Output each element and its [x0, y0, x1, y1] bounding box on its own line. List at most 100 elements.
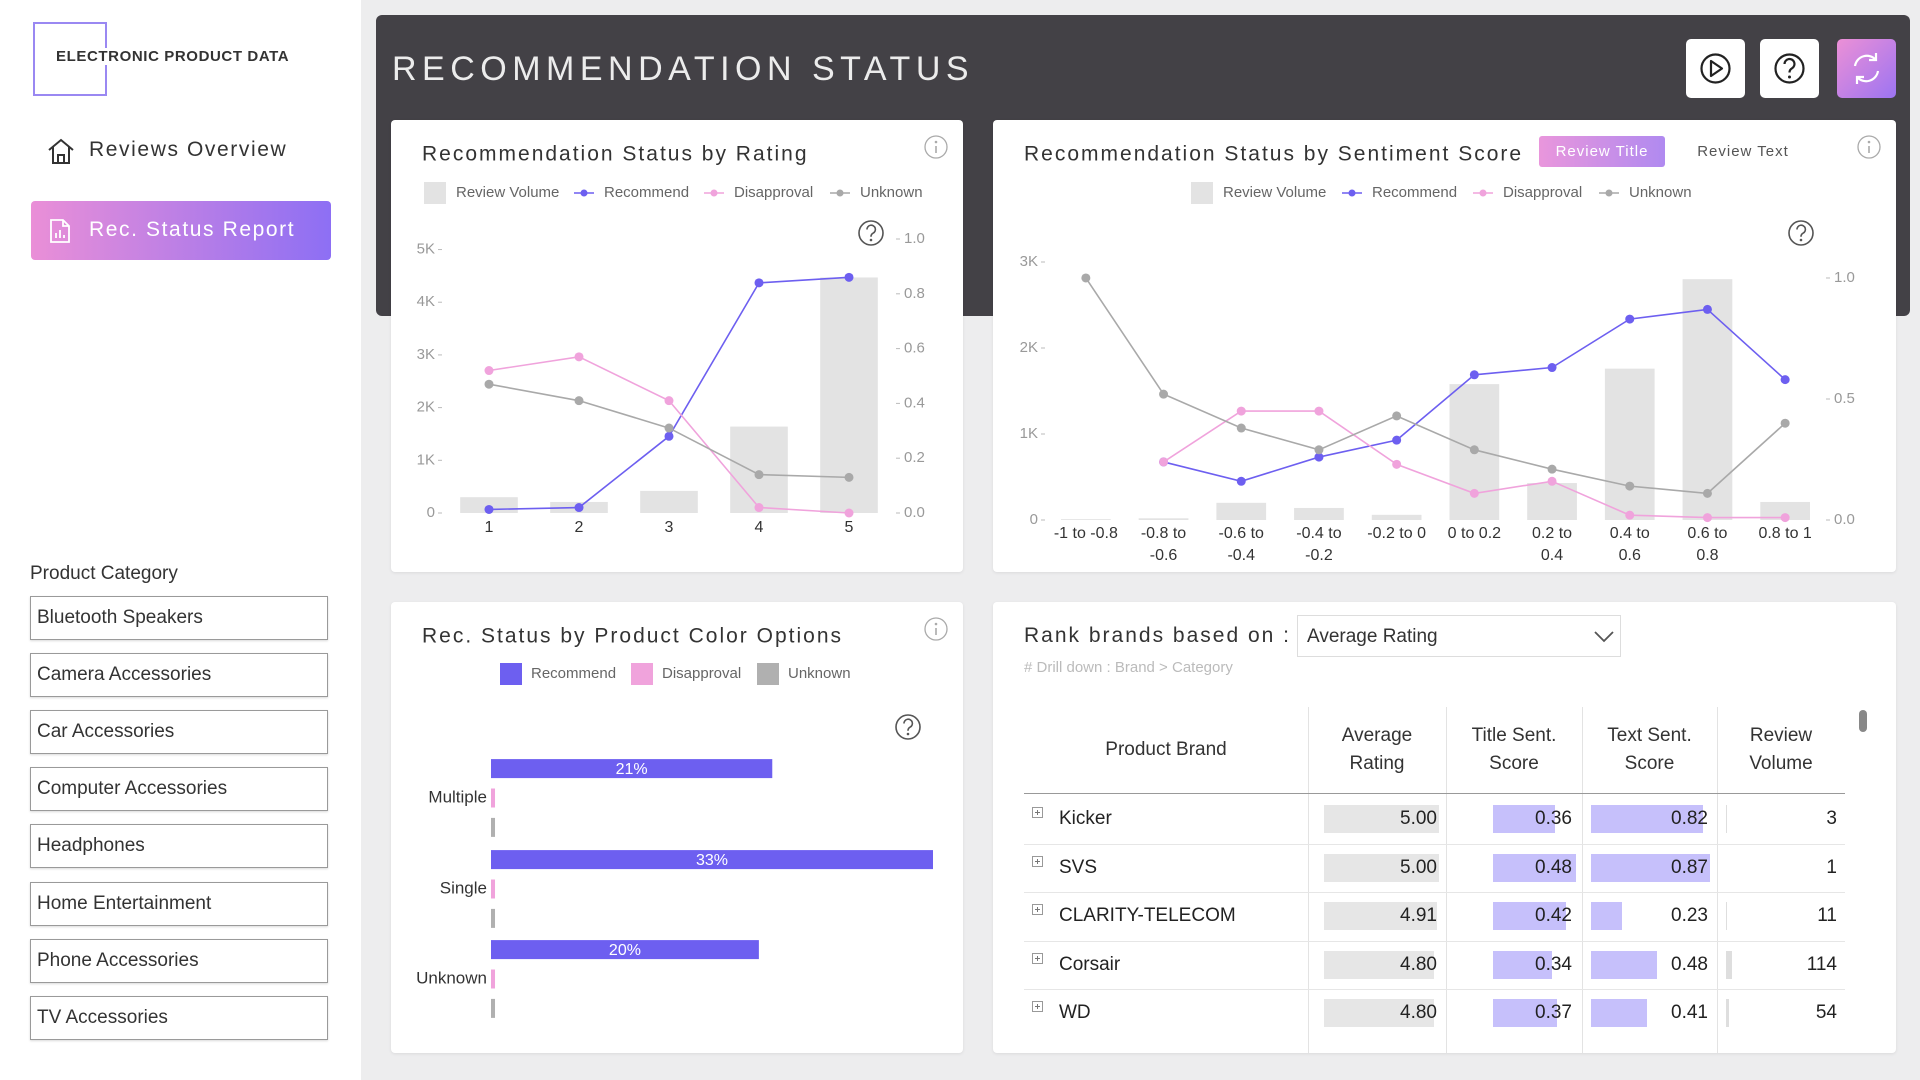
- filter-title: Product Category: [30, 563, 178, 584]
- bar: [491, 759, 773, 779]
- expand-icon[interactable]: [1032, 952, 1044, 965]
- y-tick-label: 3K: [417, 346, 435, 363]
- filter-item[interactable]: TV Accessories: [30, 995, 328, 1040]
- help-icon-mark: [1796, 224, 1807, 237]
- filter-item[interactable]: Bluetooth Speakers: [30, 596, 328, 640]
- series-point: [1780, 375, 1790, 385]
- cell-value: 0.34: [1535, 953, 1572, 975]
- bar: [491, 879, 496, 899]
- info-icon: [1857, 135, 1881, 159]
- cell-value: 114: [1806, 953, 1837, 975]
- y2-tick-label: 1.0: [1834, 269, 1855, 286]
- legend-label: Review Volume: [1223, 184, 1326, 201]
- filter-item[interactable]: Camera Accessories: [30, 653, 328, 698]
- series-point: [574, 503, 584, 513]
- expand-icon[interactable]: [1032, 904, 1044, 916]
- info-icon-ring: [1857, 135, 1881, 159]
- legend-label: Unknown: [1629, 184, 1692, 201]
- series-point: [1159, 457, 1169, 467]
- column-divider: [1308, 707, 1309, 1053]
- cell-value: 4.80: [1400, 953, 1437, 975]
- legend-label: Review Volume: [456, 184, 559, 201]
- help-button[interactable]: [1760, 39, 1819, 98]
- dropdown[interactable]: Average Rating: [1297, 615, 1621, 657]
- brand-name: Kicker: [1059, 808, 1112, 829]
- filter-item[interactable]: Home Entertainment: [30, 881, 328, 926]
- data-label: 21%: [616, 761, 648, 778]
- expand-icon[interactable]: [1032, 1001, 1044, 1013]
- brand-name: Corsair: [1059, 953, 1121, 975]
- column-divider: [1582, 707, 1583, 1053]
- play-button[interactable]: [1686, 39, 1745, 98]
- nav-button-active[interactable]: Rec. Status Report: [31, 201, 331, 260]
- row-rule: [1024, 892, 1845, 893]
- filter-item-label: Camera Accessories: [37, 664, 212, 686]
- legend-swatch: [631, 663, 653, 685]
- bar: [491, 850, 933, 870]
- drill-note: # Drill down : Brand > Category: [1024, 659, 1233, 676]
- x-tick-label: 4: [754, 519, 764, 536]
- row-rule: [1024, 989, 1845, 990]
- cell-value: 0.23: [1671, 905, 1708, 926]
- chart-card: Rec. Status by Product Color Options Mult…: [391, 602, 963, 1053]
- page-title: RECOMMENDATION STATUS: [392, 50, 975, 88]
- help-icon[interactable]: [1788, 220, 1814, 246]
- expand-plus: [1035, 858, 1040, 864]
- expand-icon[interactable]: [1032, 807, 1044, 819]
- help-icon-mark: [903, 718, 914, 731]
- column-header-label: Title Sent. Score: [1471, 725, 1557, 774]
- legend-label: Disapproval: [1503, 184, 1582, 201]
- cell-value: 5.00: [1400, 808, 1437, 829]
- series-point: [664, 423, 674, 433]
- filter-item[interactable]: Computer Accessories: [30, 767, 328, 812]
- series-point: [1702, 488, 1712, 498]
- help-icon[interactable]: [895, 714, 921, 740]
- bar: [491, 788, 496, 808]
- x-tick-label: 3: [664, 519, 674, 536]
- legend-label: Unknown: [860, 184, 923, 201]
- series-point: [664, 396, 674, 406]
- refresh-icon: [1853, 53, 1880, 84]
- filter-item[interactable]: Phone Accessories: [30, 938, 328, 983]
- y2-tick-label: 1.0: [904, 230, 925, 247]
- filter-item[interactable]: Car Accessories: [30, 710, 328, 755]
- play-icon: [1700, 53, 1731, 84]
- bar: [1682, 279, 1733, 520]
- series-point: [844, 508, 854, 518]
- bar: [1216, 502, 1267, 520]
- data-bar: [1324, 950, 1435, 979]
- expand-icon[interactable]: [1032, 855, 1044, 868]
- series-point: [1469, 370, 1479, 380]
- brand-name: CLARITY-TELECOM: [1059, 905, 1236, 926]
- y2-tick-label: 0.0: [1834, 511, 1855, 528]
- chart-svg: Rec. Status by Product Color Options Mult…: [416, 617, 948, 1018]
- filter-item[interactable]: Headphones: [30, 824, 328, 869]
- series-point: [754, 503, 764, 513]
- help-icon[interactable]: [858, 220, 884, 246]
- toggle-option[interactable]: Review Text: [1697, 143, 1789, 160]
- series-point: [1547, 464, 1557, 474]
- series-point: [1314, 406, 1324, 416]
- x-tick-label: 1: [484, 519, 494, 536]
- toggle-option[interactable]: Review Title: [1539, 136, 1665, 167]
- series-point: [1625, 314, 1635, 324]
- bar: [491, 908, 496, 928]
- column-header: Text Sent. Score: [1582, 707, 1717, 793]
- y-tick-label: 2K: [1020, 339, 1038, 356]
- series-point: [484, 504, 494, 514]
- chart-svg: Recommendation Status by Rating 0 1K 2K 3K 4K…: [417, 135, 948, 521]
- data-bar: [1493, 805, 1556, 833]
- data-bar: [1726, 902, 1727, 930]
- data-bar: [1591, 950, 1657, 979]
- legend-label: Recommend: [1372, 184, 1457, 201]
- column-header: Review Volume: [1717, 707, 1845, 793]
- filter-item-label: Headphones: [37, 835, 145, 857]
- bar: [1371, 514, 1422, 520]
- expand-plus: [1035, 955, 1040, 961]
- info-icon: [924, 617, 948, 641]
- nav-link[interactable]: Reviews Overview: [89, 138, 288, 161]
- series-point: [1314, 445, 1324, 455]
- refresh-button[interactable]: [1837, 39, 1896, 98]
- series-point: [574, 396, 584, 406]
- cell-value: 0.87: [1671, 856, 1708, 878]
